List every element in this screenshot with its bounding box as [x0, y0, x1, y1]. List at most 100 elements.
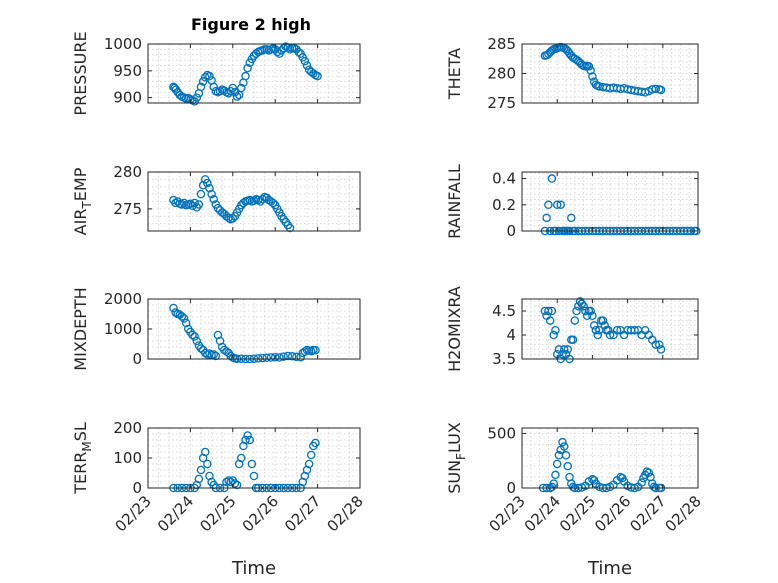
data-point	[304, 459, 314, 469]
subplot-terr-msl: 0 100 200 TERRMSL 02/23 02/24 02/25 02/26 02/27 0…	[71, 419, 367, 579]
grid-lines	[147, 43, 361, 104]
data-point	[258, 353, 267, 363]
data-point	[283, 351, 293, 361]
data-series	[540, 297, 666, 364]
data-point	[292, 352, 301, 362]
data-point	[656, 85, 666, 95]
data-point	[245, 195, 255, 205]
subplot-rainfall: 0 0.2 0.4 RAINFALL	[445, 164, 701, 240]
data-point	[296, 352, 305, 362]
data-point	[171, 308, 180, 317]
data-point	[228, 83, 238, 93]
x-axis-label: Time	[587, 558, 632, 579]
data-point	[300, 347, 310, 356]
y-tick-label: 4.5	[492, 302, 516, 320]
y-axis-label: THETA	[445, 48, 464, 100]
data-point	[547, 306, 557, 316]
y-tick-label: 280	[487, 65, 516, 83]
data-point	[173, 88, 182, 97]
axes-frame	[521, 427, 699, 489]
data-point	[549, 330, 558, 340]
x-tick-label: 02/28	[662, 492, 705, 535]
x-tick-label: 02/24	[154, 492, 197, 535]
data-point	[179, 198, 189, 208]
y-tick-label: 275	[113, 200, 142, 218]
data-point	[549, 479, 558, 488]
data-point	[577, 299, 587, 309]
data-point	[196, 82, 206, 92]
data-point	[203, 178, 212, 188]
x-tick-label: 02/24	[521, 492, 564, 535]
data-point	[311, 346, 320, 355]
data-point	[177, 200, 187, 209]
y-tick-label: 275	[487, 94, 516, 112]
data-point	[544, 200, 553, 210]
y-axis-label: MIXDEPTH	[71, 287, 90, 370]
x-tick-label: 02/23	[112, 492, 155, 535]
data-point	[563, 461, 573, 471]
data-point	[651, 84, 661, 94]
subplot-air-temp: 275 280 AIRTEMP	[71, 163, 361, 235]
data-point	[568, 482, 578, 492]
data-point	[222, 347, 231, 356]
y-tick-label: 0	[132, 479, 142, 497]
data-point	[232, 480, 242, 490]
y-tick-label: 2000	[104, 290, 142, 308]
data-point	[603, 325, 613, 335]
data-point	[579, 301, 588, 311]
data-point	[551, 325, 560, 335]
y-axis-label: AIRTEMP	[71, 167, 94, 235]
data-point	[589, 321, 599, 330]
data-point	[300, 56, 310, 66]
data-point	[651, 340, 661, 349]
data-point	[224, 89, 233, 98]
data-point	[209, 350, 218, 359]
data-point	[559, 345, 569, 354]
data-point	[241, 71, 250, 81]
y-tick-label: 0	[506, 479, 516, 497]
data-point	[570, 316, 580, 325]
y-axis-label: PRESSURE	[71, 31, 90, 115]
data-point	[220, 86, 229, 95]
data-point	[640, 88, 650, 97]
data-point	[558, 437, 567, 447]
data-point	[567, 213, 576, 223]
data-point	[309, 69, 318, 78]
data-point	[188, 330, 197, 340]
y-tick-label: 285	[487, 35, 516, 53]
y-axis-label: RAINFALL	[445, 164, 464, 239]
data-point	[194, 200, 204, 209]
data-point	[586, 306, 595, 316]
data-point	[630, 325, 639, 335]
data-point	[559, 442, 569, 451]
data-point	[542, 213, 551, 223]
data-point	[311, 438, 320, 448]
data-point	[194, 474, 204, 484]
data-point	[241, 435, 250, 445]
data-point	[179, 314, 189, 323]
data-point	[655, 340, 664, 349]
data-point	[268, 198, 278, 208]
data-point	[558, 349, 567, 359]
subplot-pressure: 900 950 1000 PRESSURE	[71, 31, 361, 116]
data-point	[190, 332, 199, 341]
x-tick-label: 02/23	[486, 492, 529, 535]
data-point	[192, 336, 202, 346]
data-point	[285, 223, 295, 233]
data-point	[258, 195, 267, 204]
data-point	[190, 198, 199, 208]
data-point	[591, 325, 601, 335]
data-point	[253, 354, 263, 363]
data-series	[169, 175, 295, 233]
data-point	[266, 353, 276, 362]
x-tick-label: 02/25	[196, 492, 239, 535]
subplot-h2omixra: 3.5 4 4.5 H2OMIXRA	[445, 286, 699, 372]
data-point	[294, 47, 303, 57]
y-tick-label: 0	[132, 350, 142, 368]
data-point	[637, 478, 646, 487]
data-point	[243, 63, 252, 73]
data-point	[561, 451, 571, 460]
data-point	[237, 453, 246, 463]
data-point	[209, 82, 218, 92]
